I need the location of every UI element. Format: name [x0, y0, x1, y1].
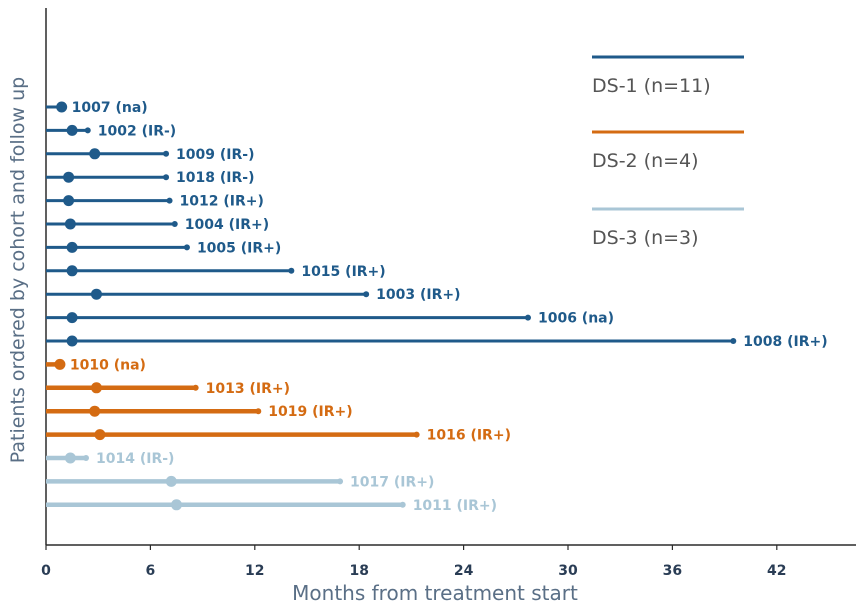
patient-label: 1016 (IR+)	[427, 428, 511, 444]
treatment-marker	[63, 195, 74, 206]
treatment-marker	[65, 453, 76, 464]
follow-up-end-point	[172, 221, 178, 227]
follow-up-end-point	[288, 268, 294, 274]
treatment-marker	[91, 289, 102, 300]
treatment-marker	[65, 219, 76, 230]
follow-up-end-point	[730, 338, 736, 344]
y-axis-label: Patients ordered by cohort and follow up	[7, 77, 29, 463]
treatment-marker	[54, 359, 65, 370]
x-tick-label: 18	[349, 563, 368, 579]
patient-label: 1019 (IR+)	[268, 404, 352, 420]
patient-label: 1008 (IR+)	[743, 334, 827, 350]
follow-up-end-point	[255, 408, 261, 414]
x-tick-label: 42	[767, 563, 786, 579]
patient-bars: 1007 (na) 1002 (IR-)1009 (IR-) 1018 (IR-) 1…	[46, 100, 828, 514]
follow-up-end-point	[400, 502, 406, 508]
treatment-marker	[67, 336, 78, 347]
patient-label: 1015 (IR+)	[301, 264, 385, 280]
treatment-marker	[166, 476, 177, 487]
legend-entry: DS-1 (n=11)	[592, 75, 711, 97]
follow-up-end-point	[83, 455, 89, 461]
treatment-marker	[91, 382, 102, 393]
patient-label: 1003 (IR+)	[376, 287, 460, 303]
x-tick-label: 6	[146, 563, 156, 579]
x-tick-label: 30	[558, 563, 578, 579]
patient-label: 1004 (IR+)	[185, 217, 269, 233]
follow-up-end-point	[414, 432, 420, 438]
patient-label: 1013 (IR+)	[206, 381, 290, 397]
patient-label: 1012 (IR+)	[180, 194, 264, 210]
treatment-marker	[67, 312, 78, 323]
patient-label: 1010 (na)	[70, 357, 146, 373]
treatment-marker	[94, 429, 105, 440]
legend-entry: DS-3 (n=3)	[592, 227, 699, 249]
x-tick-label: 0	[41, 563, 51, 579]
follow-up-end-point	[167, 198, 173, 204]
patient-label: 1007 (na)	[72, 100, 148, 116]
x-tick-label: 24	[454, 563, 474, 579]
patient-label: 1002 (IR-)	[98, 123, 176, 139]
legend-entry: DS-2 (n=4)	[592, 150, 699, 172]
legend: DS-1 (n=11) DS-2 (n=4) DS-3 (n=3)	[592, 57, 744, 249]
treatment-marker	[89, 406, 100, 417]
follow-up-end-point	[85, 127, 91, 133]
patient-label: 1009 (IR-)	[176, 147, 254, 163]
follow-up-end-point	[163, 174, 169, 180]
follow-up-end-point	[525, 315, 531, 321]
patient-label: 1006 (na)	[538, 311, 614, 327]
patient-label: 1014 (IR-)	[96, 451, 174, 467]
follow-up-end-point	[337, 478, 343, 484]
treatment-marker	[171, 499, 182, 510]
patient-label: 1011 (IR+)	[413, 498, 497, 514]
follow-up-end-point	[184, 244, 190, 250]
treatment-marker	[67, 125, 78, 136]
follow-up-end-point	[163, 151, 169, 157]
x-tick-label: 12	[245, 563, 264, 579]
treatment-marker	[67, 242, 78, 253]
follow-up-end-point	[363, 291, 369, 297]
patient-label: 1005 (IR+)	[197, 240, 281, 256]
treatment-marker	[89, 148, 100, 159]
patient-label: 1017 (IR+)	[350, 474, 434, 490]
patient-label: 1018 (IR-)	[176, 170, 254, 186]
x-tick-label: 36	[663, 563, 682, 579]
follow-up-end-point	[193, 385, 199, 391]
treatment-marker	[63, 172, 74, 183]
treatment-marker	[56, 102, 67, 113]
treatment-marker	[67, 265, 78, 276]
x-ticks: 0 6 12 18 24 30 36 42	[41, 545, 786, 579]
x-axis-label: Months from treatment start	[292, 581, 578, 605]
